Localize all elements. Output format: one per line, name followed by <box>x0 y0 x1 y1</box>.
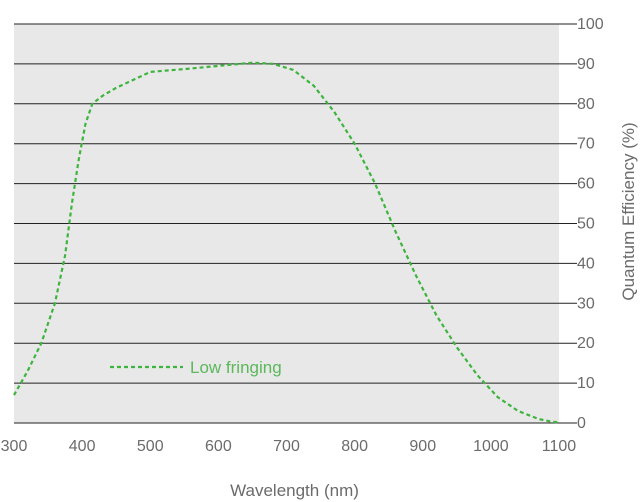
x-axis-label: Wavelength (nm) <box>230 481 359 500</box>
y-axis-label: Quantum Efficiency (%) <box>619 122 638 300</box>
x-tick-label: 600 <box>205 438 232 455</box>
y-tick-label: 30 <box>577 295 595 312</box>
x-tick-label: 1000 <box>473 438 509 455</box>
gridlines <box>14 23 577 424</box>
x-tick-label: 900 <box>409 438 436 455</box>
x-tick-label: 400 <box>69 438 96 455</box>
x-tick-label: 500 <box>137 438 164 455</box>
y-tick-label: 80 <box>577 96 595 113</box>
y-tick-label: 20 <box>577 335 595 352</box>
y-tick-label: 90 <box>577 56 595 73</box>
y-tick-label: 0 <box>577 415 586 432</box>
x-tick-label: 1100 <box>542 438 577 455</box>
y-tick-label: 10 <box>577 375 595 392</box>
x-tick-label: 800 <box>341 438 368 455</box>
series-group <box>13 61 560 424</box>
x-tick-label: 700 <box>273 438 300 455</box>
y-tick-label: 40 <box>577 255 595 272</box>
legend-entry-low-fringing: Low fringing <box>190 358 282 377</box>
y-tick-label: 60 <box>577 176 595 193</box>
series-line-low-fringing <box>13 61 560 424</box>
y-tick-label: 100 <box>577 16 604 33</box>
x-tick-label: 300 <box>1 438 28 455</box>
y-axis-ticks: 0 10 20 30 40 50 60 70 80 90 100 <box>577 16 604 432</box>
y-tick-label: 70 <box>577 136 595 153</box>
legend: Low fringing <box>110 358 282 377</box>
y-tick-label: 50 <box>577 216 595 233</box>
x-axis-ticks: 300 400 500 600 700 800 900 1000 1100 <box>1 438 577 455</box>
